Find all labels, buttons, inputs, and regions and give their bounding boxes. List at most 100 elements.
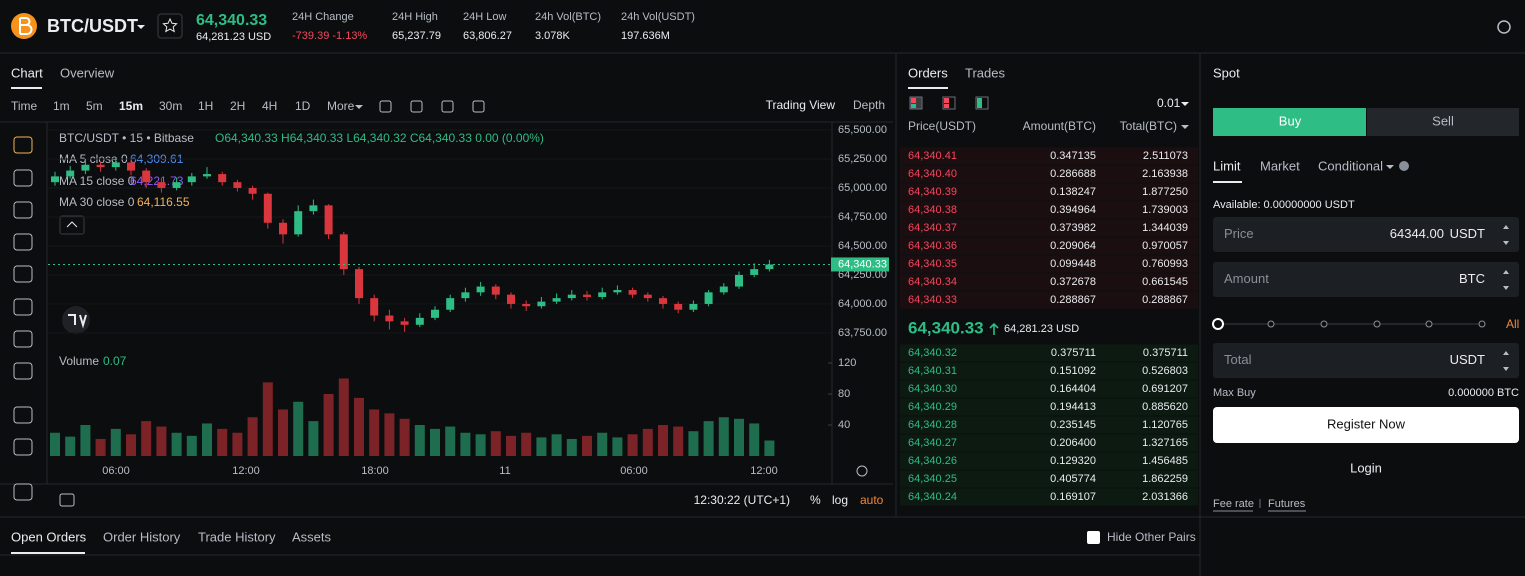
chart-settings[interactable] [856,465,868,477]
interval[interactable]: 2H [230,99,245,113]
book-price[interactable]: 64,340.25 [908,473,957,485]
book-price[interactable]: 64,340.30 [908,383,957,395]
book-price[interactable]: 64,340.35 [908,258,957,270]
register-label[interactable]: Register Now [1327,416,1406,431]
book-price[interactable]: 64,340.24 [908,491,957,503]
interval[interactable]: Time [11,99,38,113]
drawing-tool[interactable] [13,201,33,219]
slider-stop[interactable] [1320,320,1328,328]
slider-stop[interactable] [1425,320,1433,328]
book-price[interactable]: 64,340.39 [908,186,957,198]
book-price[interactable]: 64,340.27 [908,437,957,449]
slider-stop[interactable] [1267,320,1275,328]
checkbox[interactable] [1087,531,1100,544]
calendar-icon[interactable] [59,493,75,507]
interval[interactable]: 4H [262,99,277,113]
drawing-tool[interactable] [13,438,33,456]
book-amount: 0.209064 [1050,240,1096,252]
futures-link[interactable]: Futures [1268,498,1306,510]
book-price[interactable]: 64,340.36 [908,240,957,252]
scale-option[interactable]: auto [860,493,884,507]
sell-label[interactable]: Sell [1432,113,1454,128]
drawing-tool[interactable] [13,330,33,348]
buy-label[interactable]: Buy [1279,113,1302,128]
tab[interactable]: Orders [908,65,948,80]
bottom-tab[interactable]: Assets [292,529,332,544]
bottom-tab[interactable]: Open Orders [11,529,87,544]
book-price[interactable]: 64,340.33 [908,294,957,306]
book-price[interactable]: 64,340.37 [908,222,957,234]
order-type[interactable]: Market [1260,158,1300,173]
fee-link[interactable]: Fee rate [1213,498,1254,510]
drawing-tool[interactable] [13,265,33,283]
scale-option[interactable]: log [832,493,848,507]
order-type[interactable]: Limit [1213,158,1241,173]
drawing-tool[interactable] [13,298,33,316]
book-total: 0.970057 [1142,240,1188,252]
stepper[interactable] [1503,351,1509,371]
scale-option[interactable]: % [810,493,821,507]
book-view-icon[interactable] [942,96,956,110]
favorite-button[interactable] [157,13,183,39]
toolbar-icon[interactable] [441,100,454,113]
book-view-half [977,98,982,108]
stepper[interactable] [1503,225,1509,245]
interval[interactable]: 15m [119,99,143,113]
input-box[interactable] [1213,262,1519,297]
drawing-tool[interactable] [13,233,33,251]
input-box[interactable] [1213,217,1519,252]
drawing-tool[interactable] [13,136,33,154]
toolbar-icon[interactable] [379,100,392,113]
input-box[interactable] [1213,343,1519,378]
book-amount: 0.138247 [1050,186,1096,198]
drawing-tool[interactable] [13,406,33,424]
volume-bar [490,431,501,456]
slider-stop[interactable] [1373,320,1381,328]
view-option[interactable]: Trading View [766,98,836,112]
bottom-tab[interactable]: Trade History [198,529,276,544]
book-price[interactable]: 64,340.38 [908,204,957,216]
register-button[interactable] [1213,407,1519,443]
book-price[interactable]: 64,340.41 [908,150,957,162]
slider-all[interactable]: All [1506,317,1519,331]
volume-bar [65,436,76,456]
drawing-tool[interactable] [13,483,33,501]
settings-icon[interactable] [1497,20,1511,34]
book-price[interactable]: 64,340.32 [908,347,957,359]
toolbar-icon[interactable] [410,100,423,113]
tab[interactable]: Trades [965,65,1005,80]
interval[interactable]: 5m [86,99,103,113]
bottom-tab[interactable]: Order History [103,529,181,544]
toolbar-icon[interactable] [472,100,485,113]
book-price[interactable]: 64,340.34 [908,276,957,288]
pair-name[interactable]: BTC/USDT [47,16,138,36]
input-unit: BTC [1459,271,1485,286]
collapse-button[interactable] [59,215,85,235]
slider-handle[interactable] [1212,318,1224,330]
book-price[interactable]: 64,340.40 [908,168,957,180]
slider-stop[interactable] [1478,320,1486,328]
interval[interactable]: More [327,99,355,113]
interval[interactable]: 1D [295,99,311,113]
volume-tick-label: 120 [838,357,856,369]
book-view-icon[interactable] [975,96,989,110]
interval[interactable]: 1H [198,99,213,113]
view-option[interactable]: Depth [853,98,885,112]
sell-button[interactable] [1367,108,1519,136]
order-type[interactable]: Conditional [1318,158,1383,173]
login-link[interactable]: Login [1350,460,1382,475]
drawing-tool[interactable] [13,169,33,187]
precision[interactable]: 0.01 [1157,96,1181,110]
interval[interactable]: 30m [159,99,182,113]
tab[interactable]: Overview [60,65,115,80]
drawing-tool[interactable] [13,362,33,380]
book-price[interactable]: 64,340.31 [908,365,957,377]
book-price[interactable]: 64,340.29 [908,401,957,413]
stepper[interactable] [1503,270,1509,290]
interval[interactable]: 1m [53,99,70,113]
stat-label: 24H High [392,11,438,23]
book-price[interactable]: 64,340.26 [908,455,957,467]
tab[interactable]: Chart [11,65,43,80]
book-price[interactable]: 64,340.28 [908,419,957,431]
buy-button[interactable] [1213,108,1366,136]
